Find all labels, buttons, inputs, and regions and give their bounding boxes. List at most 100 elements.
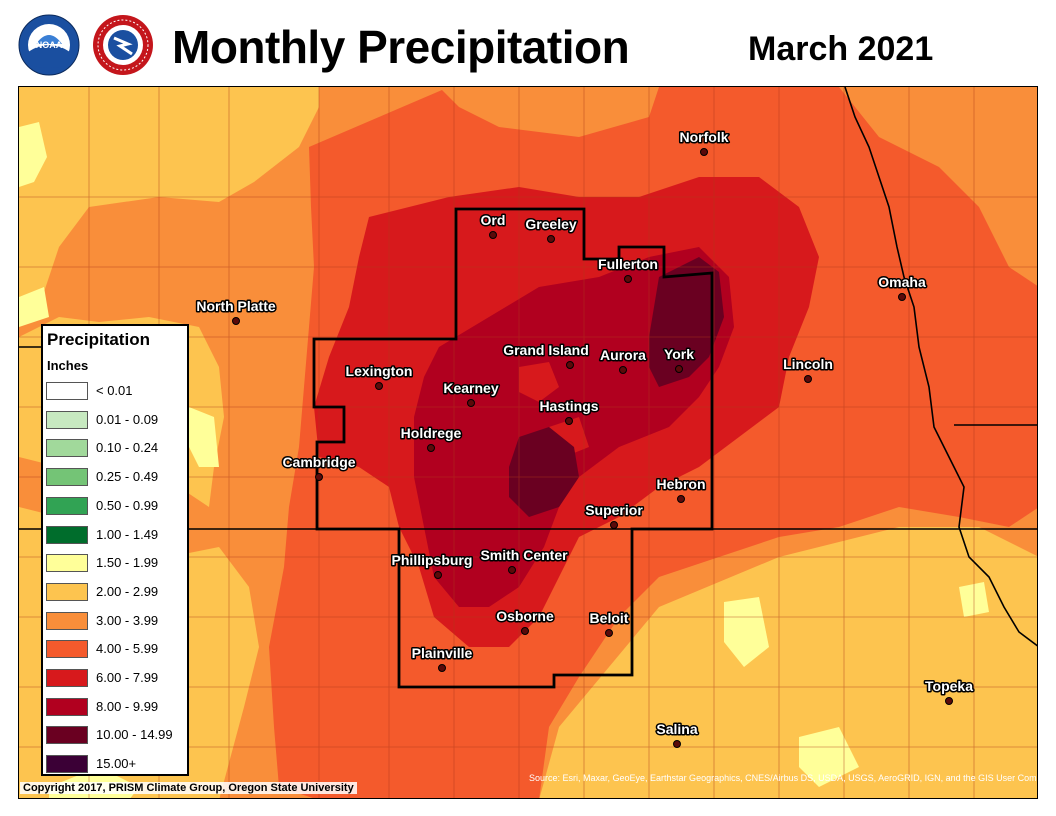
basemap-attribution: Source: Esri, Maxar, GeoEye, Earthstar G… <box>529 773 1038 783</box>
city-hastings: Hastings <box>538 397 600 425</box>
city-osborne: Osborne <box>495 607 555 635</box>
city-york: York <box>662 345 696 373</box>
city-label: Fullerton <box>598 256 658 272</box>
legend-label: 0.50 - 0.99 <box>96 497 159 513</box>
map-period: March 2021 <box>748 30 934 68</box>
legend-swatch <box>46 726 88 745</box>
city-marker <box>565 417 573 425</box>
city-marker <box>232 317 240 325</box>
legend-label: 0.25 - 0.49 <box>96 469 159 485</box>
city-grand-island: Grand Island <box>502 341 590 369</box>
city-hebron: Hebron <box>655 475 707 503</box>
legend-label: 4.00 - 5.99 <box>96 641 159 657</box>
legend-units: Inches <box>47 358 89 373</box>
city-label: Superior <box>585 502 643 518</box>
city-cambridge: Cambridge <box>281 453 357 481</box>
legend-swatch <box>46 554 88 573</box>
city-label: Lincoln <box>783 356 833 372</box>
city-label: Grand Island <box>503 342 589 358</box>
city-marker <box>700 148 708 156</box>
city-marker <box>489 231 497 239</box>
zone-1p5-to-2-nw <box>19 122 47 187</box>
city-ord: Ord <box>479 211 507 239</box>
legend-swatch <box>46 697 88 716</box>
city-label: Hastings <box>539 398 598 414</box>
legend-label: 6.00 - 7.99 <box>96 670 159 685</box>
legend-swatch <box>46 439 88 458</box>
city-label: Aurora <box>600 347 646 363</box>
city-marker <box>673 740 681 748</box>
legend-label: 15.00+ <box>96 756 137 772</box>
city-omaha: Omaha <box>877 273 927 301</box>
legend-swatch <box>46 382 88 400</box>
city-lexington: Lexington <box>344 362 414 390</box>
city-label: Topeka <box>925 678 973 694</box>
city-marker <box>945 697 953 705</box>
city-kearney: Kearney <box>442 379 500 407</box>
city-marker <box>427 444 435 452</box>
legend-swatch <box>46 410 88 429</box>
city-label: Ord <box>481 212 506 228</box>
legend-swatch <box>46 611 88 630</box>
city-topeka: Topeka <box>924 677 975 705</box>
city-label: Smith Center <box>480 547 568 563</box>
city-label: Plainville <box>412 645 473 661</box>
city-marker <box>610 521 618 529</box>
city-marker <box>804 375 812 383</box>
city-north-platte: North Platte <box>195 297 277 325</box>
city-marker <box>675 365 683 373</box>
city-marker <box>677 495 685 503</box>
city-label: Kearney <box>443 380 498 396</box>
zone-1p5-to-2-se <box>724 597 769 667</box>
city-norfolk: Norfolk <box>678 128 730 156</box>
legend-swatch <box>46 669 88 687</box>
city-lincoln: Lincoln <box>782 355 834 383</box>
svg-text:NOAA: NOAA <box>36 40 63 50</box>
city-label: Holdrege <box>401 425 462 441</box>
zone-2-to-3-southeast <box>539 527 1037 798</box>
city-label: Hebron <box>657 476 706 492</box>
city-label: Norfolk <box>680 129 729 145</box>
city-beloit: Beloit <box>588 609 630 637</box>
city-marker <box>438 664 446 672</box>
city-marker <box>566 361 574 369</box>
zone-2-to-3-northwest <box>19 87 319 317</box>
city-marker <box>467 399 475 407</box>
zone-1p5-to-2-w <box>19 287 49 327</box>
header: NOAA Monthly Precipitation March 2021 <box>0 0 1056 86</box>
city-label: Greeley <box>525 216 577 232</box>
city-marker <box>547 235 555 243</box>
city-marker <box>434 571 442 579</box>
zone-10-to-15 <box>649 257 724 387</box>
legend-swatch <box>46 582 88 601</box>
city-marker <box>375 382 383 390</box>
legend-label: 1.50 - 1.99 <box>96 555 159 571</box>
zone-6-to-8-island-a <box>519 362 559 402</box>
city-label: Omaha <box>878 274 926 290</box>
noaa-logo: NOAA <box>18 14 80 76</box>
legend-swatch <box>46 496 88 515</box>
zone-1p5-to-2-mid-w <box>184 407 219 467</box>
city-label: Beloit <box>590 610 629 626</box>
city-marker <box>521 627 529 635</box>
nws-logo <box>92 14 154 76</box>
city-marker <box>315 473 323 481</box>
city-marker <box>898 293 906 301</box>
city-plainville: Plainville <box>410 644 474 672</box>
city-layer: Norfolk Ord Greeley Fullerton Omaha North Pla… <box>195 128 975 748</box>
city-fullerton: Fullerton <box>597 255 659 283</box>
legend-swatch <box>46 468 88 487</box>
legend-swatch <box>46 640 88 659</box>
precipitation-legend: Precipitation Inches < 0.01 0.01 - 0.09 0.… <box>41 324 189 776</box>
legend-label: 3.00 - 3.99 <box>96 612 159 628</box>
city-greeley: Greeley <box>524 215 578 243</box>
zone-10-to-15-south <box>509 427 579 517</box>
copyright-notice: Copyright 2017, PRISM Climate Group, Ore… <box>20 782 357 794</box>
legend-label: 0.01 - 0.09 <box>96 411 159 427</box>
legend-swatch <box>46 525 88 544</box>
city-label: Lexington <box>346 363 413 379</box>
map-title: Monthly Precipitation <box>172 21 630 73</box>
city-label: Salina <box>656 721 697 737</box>
city-label: North Platte <box>196 298 276 314</box>
city-marker <box>605 629 613 637</box>
